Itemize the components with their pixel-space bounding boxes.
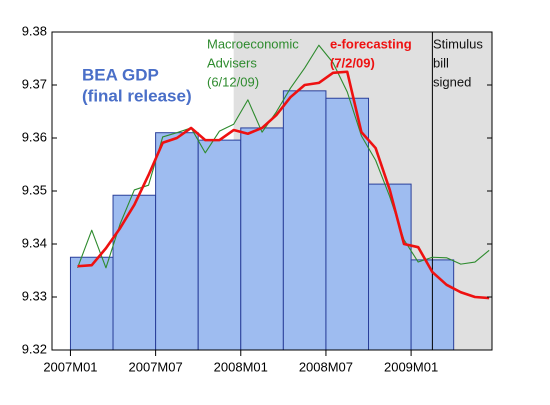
y-tick-label: 9.38 [22,23,47,38]
y-tick-label: 9.32 [22,341,47,356]
bar [368,183,412,351]
x-tick-label: 2008M01 [214,359,268,374]
bar [155,132,199,351]
bar [112,194,157,351]
annotation: (7/2/09) [330,55,375,70]
y-tick-label: 9.36 [22,129,47,144]
bar [325,97,370,351]
bar [282,90,327,351]
annotation: (final release) [82,86,192,105]
annotation: (6/12/09) [207,74,259,89]
annotation: Advisers [207,55,257,70]
annotation: Macroeconomic [207,36,299,51]
y-tick-label: 9.34 [22,235,47,250]
annotation: e-forecasting [330,36,412,51]
y-tick-label: 9.35 [22,182,47,197]
x-tick-label: 2008M07 [299,359,353,374]
annotation: Stimulus [433,36,483,51]
x-tick-label: 2007M01 [43,359,97,374]
annotation: signed [433,74,471,89]
bar [197,139,242,351]
annotation: BEA GDP [82,65,159,84]
line-series [77,70,490,300]
line-series [77,44,490,269]
bar [240,127,284,351]
y-tick-label: 9.37 [22,76,47,91]
bar [69,256,114,351]
x-tick-label: 2009M01 [384,359,438,374]
x-tick-label: 2007M07 [129,359,183,374]
y-tick-label: 9.33 [22,288,47,303]
annotation: bill [433,55,449,70]
